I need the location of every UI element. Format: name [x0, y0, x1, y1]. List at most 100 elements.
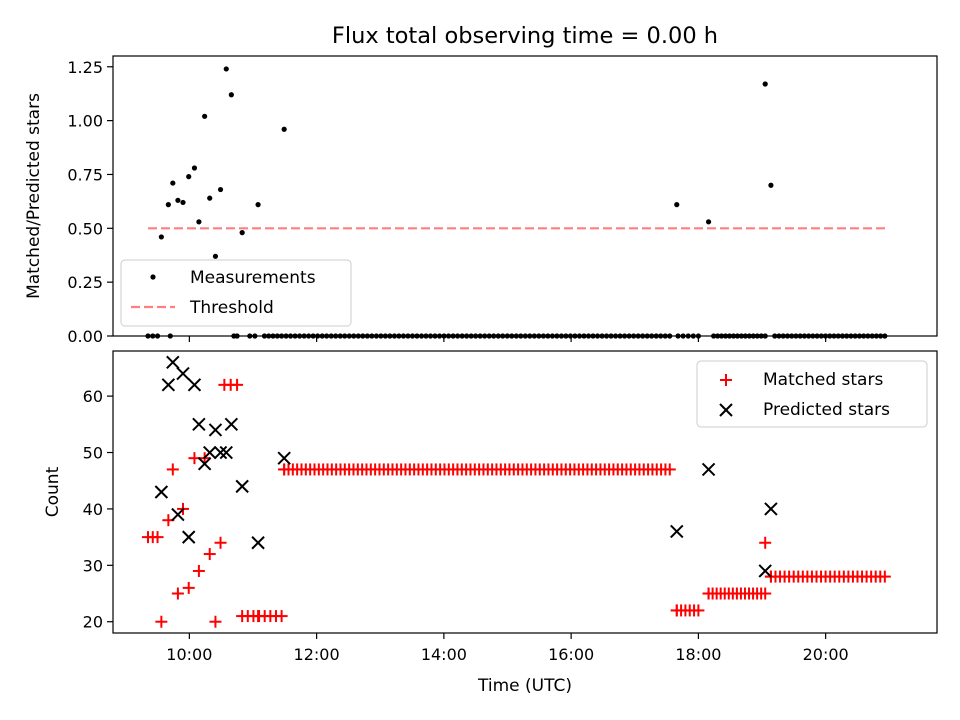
matched-star-marker [759, 587, 772, 600]
measurement-point [217, 186, 224, 193]
predicted-star-marker [701, 462, 716, 477]
predicted-star-marker [187, 378, 202, 392]
predicted-star-marker [764, 502, 778, 516]
measurement-point [239, 230, 245, 236]
measurement-point [207, 195, 213, 201]
top-axes-frame [112, 55, 938, 337]
matched-star-marker [759, 536, 772, 549]
bottom-ytick-label: 40 [83, 500, 103, 519]
top-y-ticks: 0.00 0.25 0.50 0.75 1.00 1.25 [67, 58, 113, 346]
measurement-points [158, 66, 774, 259]
bottom-ylabel: Count [43, 466, 63, 517]
measurement-point [175, 197, 181, 203]
predicted-star-marker [208, 423, 223, 437]
matched-stars-series [141, 378, 891, 628]
bottom-ytick-label: 30 [83, 556, 103, 575]
bottom-xtick-label: 14:00 [421, 645, 467, 664]
matched-star-marker [171, 587, 184, 600]
bottom-y-ticks: 20 30 40 50 60 [83, 387, 113, 632]
bottom-legend-box [696, 360, 928, 428]
legend-predicted-marker [719, 403, 733, 417]
bottom-panel: 20 30 40 50 60 10:00 12:00 14:00 16:00 18:00 20:0… [43, 350, 938, 696]
measurement-point [186, 174, 192, 180]
predicted-star-marker [154, 485, 169, 499]
legend-measurements-marker [150, 274, 156, 280]
predicted-star-marker [192, 417, 206, 432]
predicted-star-marker [251, 536, 265, 550]
bottom-xtick-label: 10:00 [166, 645, 212, 664]
bottom-ytick-label: 60 [83, 387, 103, 406]
measurement-point [705, 219, 712, 225]
measurement-point [158, 234, 164, 240]
legend-matched-marker [720, 374, 732, 386]
legend-measurements-label: Measurements [190, 268, 316, 288]
matched-star-marker [151, 531, 164, 544]
measurement-point [768, 182, 774, 188]
legend-threshold-label: Threshold [189, 298, 274, 318]
bottom-x-ticks: 10:00 12:00 14:00 16:00 18:00 20:00 [166, 633, 849, 664]
measurement-point [223, 66, 229, 72]
measurement-point [165, 202, 171, 208]
predicted-star-marker [171, 507, 185, 522]
matched-star-marker [182, 581, 195, 594]
bottom-ytick-label: 50 [83, 444, 103, 463]
matched-star-marker [231, 378, 244, 391]
bottom-legend: Matched stars Predicted stars [696, 360, 928, 428]
top-ytick-label: 0.50 [67, 219, 103, 238]
measurement-point [191, 165, 198, 171]
predicted-star-marker [197, 457, 212, 471]
chart-title: Flux total observing time = 0.00 h [332, 23, 718, 49]
top-ytick-label: 0.25 [67, 273, 103, 292]
top-ytick-label: 0.75 [67, 165, 103, 184]
legend-matched-label: Matched stars [763, 370, 883, 390]
predicted-star-marker [213, 445, 228, 460]
measurement-point [170, 180, 176, 186]
matched-star-marker [692, 604, 705, 617]
measurement-point [762, 81, 768, 87]
predicted-star-marker [203, 445, 217, 460]
predicted-star-marker [224, 417, 239, 432]
matched-star-marker [155, 615, 168, 628]
bottom-axes-frame [112, 350, 938, 634]
top-legend-box [120, 259, 352, 327]
top-ytick-label: 1.00 [67, 112, 103, 131]
matched-star-marker [209, 615, 222, 628]
predicted-stars-series [154, 355, 778, 578]
measurement-point [255, 202, 261, 208]
top-ylabel: Matched/Predicted stars [24, 93, 44, 299]
bottom-xtick-label: 16:00 [548, 645, 594, 664]
measurement-point [196, 219, 202, 225]
measurement-point [674, 202, 680, 208]
measurement-point [212, 253, 219, 259]
bottom-xlabel: Time (UTC) [477, 676, 572, 696]
matched-star-marker [203, 548, 216, 561]
bottom-xtick-label: 20:00 [803, 645, 849, 664]
measurement-point [180, 199, 186, 206]
matched-star-marker [214, 536, 227, 549]
top-ytick-label: 0.00 [67, 327, 103, 346]
top-panel: 0.00 0.25 0.50 0.75 1.00 1.25 Matched/Predict… [24, 55, 938, 346]
measurement-point [281, 126, 287, 132]
matched-star-marker [192, 564, 205, 577]
measurement-point [228, 92, 234, 98]
predicted-star-marker [219, 445, 233, 460]
matched-star-marker [663, 463, 676, 476]
top-legend: Measurements Threshold [120, 259, 352, 327]
legend-predicted-label: Predicted stars [763, 400, 890, 420]
predicted-star-marker [166, 355, 180, 369]
matched-star-marker [275, 610, 288, 623]
matched-star-marker [878, 570, 891, 583]
predicted-star-marker [161, 378, 176, 392]
bottom-xtick-label: 12:00 [294, 645, 340, 664]
predicted-star-marker [176, 366, 190, 381]
matched-star-marker [166, 463, 179, 476]
measurement-point [202, 113, 208, 119]
bottom-ytick-label: 20 [83, 613, 103, 632]
top-ytick-label: 1.25 [67, 58, 103, 77]
predicted-star-marker [182, 530, 196, 544]
predicted-star-marker [277, 451, 291, 465]
bottom-xtick-label: 18:00 [675, 645, 721, 664]
predicted-star-marker [670, 524, 684, 539]
